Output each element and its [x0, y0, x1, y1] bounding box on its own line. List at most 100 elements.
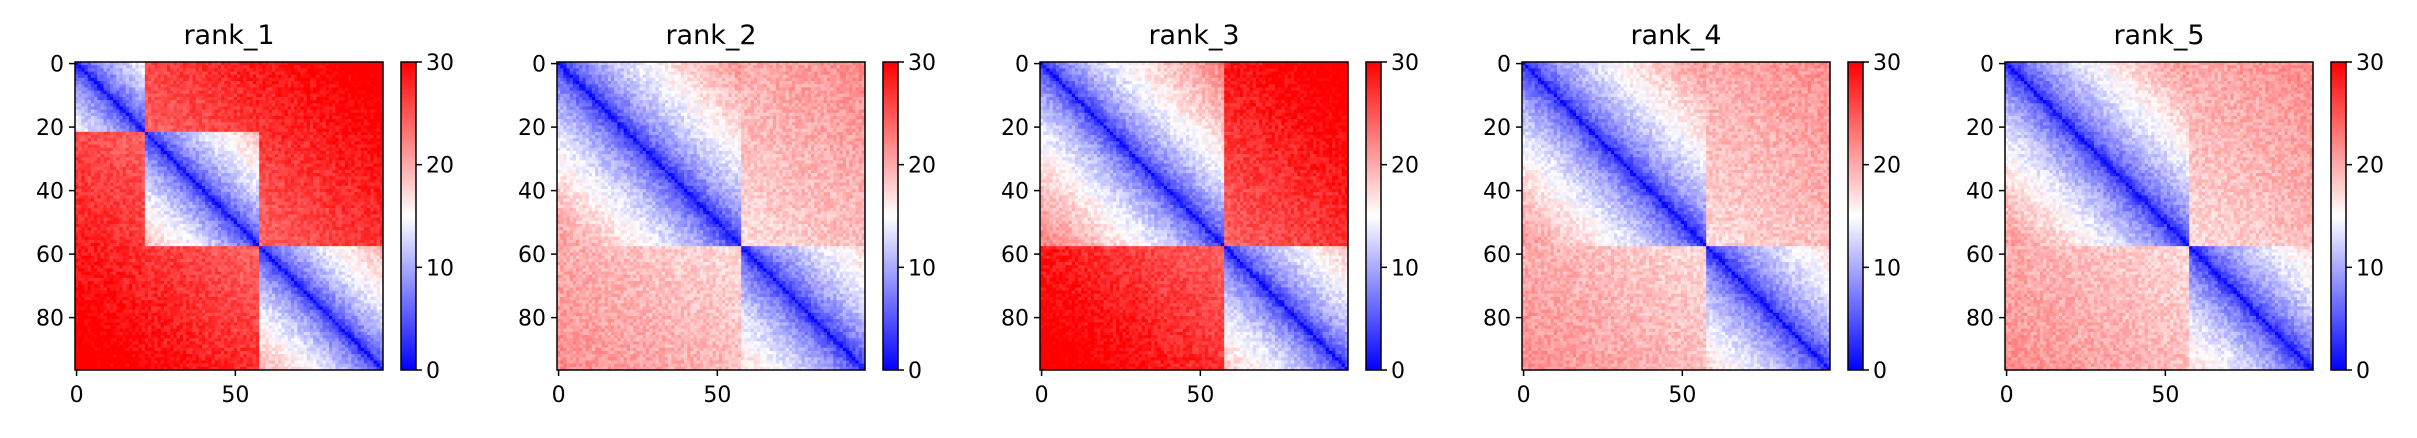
heatmap-cell [192, 148, 196, 152]
heatmap-cell [288, 113, 292, 117]
heatmap-cell [180, 199, 184, 203]
heatmap-cell [310, 145, 314, 149]
heatmap-cell [319, 78, 323, 82]
heatmap-cell [275, 103, 279, 107]
heatmap-cell [272, 84, 276, 88]
heatmap-cell [81, 87, 85, 91]
heatmap-cell [262, 214, 266, 218]
heatmap-cell [285, 173, 289, 177]
heatmap-cell [345, 179, 349, 183]
heatmap-cell [231, 135, 235, 139]
heatmap-cell [186, 126, 190, 130]
heatmap-cell [234, 195, 238, 199]
heatmap-cell [323, 141, 327, 145]
heatmap-cell [250, 116, 254, 120]
heatmap-cell [107, 157, 111, 161]
heatmap-cell [212, 179, 216, 183]
heatmap-cell [361, 195, 365, 199]
heatmap-cell [186, 138, 190, 142]
heatmap-cell [186, 160, 190, 164]
heatmap-cell [85, 103, 89, 107]
heatmap-cell [266, 72, 270, 76]
heatmap-cell [364, 214, 368, 218]
heatmap-cell [335, 119, 339, 123]
heatmap-cell [231, 65, 235, 69]
heatmap-cell [250, 167, 254, 171]
heatmap-cell [129, 186, 133, 190]
heatmap-cell [94, 160, 98, 164]
heatmap-cell [256, 195, 260, 199]
heatmap-cell [250, 145, 254, 149]
heatmap-cell [91, 110, 95, 114]
heatmap-cell [345, 84, 349, 88]
heatmap-cell [151, 170, 155, 174]
heatmap-cell [170, 179, 174, 183]
heatmap-cell [361, 221, 365, 225]
heatmap-cell [107, 94, 111, 98]
heatmap-cell [323, 135, 327, 139]
heatmap-cell [189, 135, 193, 139]
heatmap-cell [180, 211, 184, 215]
heatmap-cell [259, 94, 263, 98]
heatmap-cell [364, 176, 368, 180]
heatmap-cell [91, 157, 95, 161]
heatmap-cell [116, 195, 120, 199]
heatmap-cell [212, 154, 216, 158]
heatmap-cell [345, 195, 349, 199]
heatmap-cell [224, 103, 228, 107]
heatmap-cell [78, 176, 82, 180]
heatmap-cell [126, 78, 130, 82]
heatmap-cell [110, 113, 114, 117]
heatmap-cell [326, 72, 330, 76]
heatmap-cell [370, 208, 374, 212]
heatmap-cell [335, 75, 339, 79]
heatmap-cell [167, 87, 171, 91]
heatmap-cell [367, 65, 371, 69]
heatmap-cell [231, 218, 235, 222]
heatmap-cell [100, 110, 104, 114]
heatmap-cell [291, 189, 295, 193]
heatmap-cell [177, 173, 181, 177]
heatmap-cell [332, 141, 336, 145]
heatmap-cell [345, 202, 349, 206]
heatmap-cell [240, 97, 244, 101]
heatmap-cell [116, 154, 120, 158]
heatmap-cell [367, 110, 371, 114]
heatmap-cell [351, 170, 355, 174]
heatmap-cell [218, 221, 222, 225]
heatmap-cell [297, 65, 301, 69]
heatmap-cell [304, 160, 308, 164]
heatmap-cell [262, 91, 266, 95]
heatmap-cell [237, 78, 241, 82]
heatmap-cell [145, 65, 149, 69]
heatmap-cell [275, 78, 279, 82]
heatmap-cell [167, 78, 171, 82]
heatmap-cell [256, 68, 260, 72]
heatmap-cell [319, 176, 323, 180]
heatmap-cell [135, 68, 139, 72]
heatmap-cell [332, 221, 336, 225]
heatmap-cell [240, 176, 244, 180]
heatmap-cell [253, 110, 257, 114]
heatmap-cell [246, 110, 250, 114]
heatmap-cell [170, 214, 174, 218]
heatmap-cell [291, 157, 295, 161]
heatmap-cell [313, 126, 317, 130]
heatmap-cell [319, 72, 323, 76]
heatmap-cell [91, 87, 95, 91]
heatmap-cell [196, 103, 200, 107]
heatmap-cell [132, 65, 136, 69]
heatmap-cell [110, 78, 114, 82]
heatmap-cell [227, 110, 231, 114]
heatmap-cell [339, 100, 343, 104]
heatmap-cell [278, 160, 282, 164]
heatmap-cell [364, 141, 368, 145]
heatmap-cell [113, 218, 117, 222]
heatmap-cell [358, 170, 362, 174]
heatmap-cell [373, 183, 377, 187]
heatmap-cell [167, 122, 171, 126]
heatmap-cell [192, 65, 196, 69]
heatmap-cell [100, 81, 104, 85]
heatmap-cell [100, 214, 104, 218]
heatmap-cell [100, 170, 104, 174]
